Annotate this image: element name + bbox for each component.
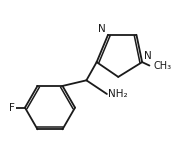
Text: CH₃: CH₃ (154, 61, 172, 71)
Text: N: N (144, 51, 152, 61)
Text: F: F (9, 103, 15, 113)
Text: N: N (98, 24, 106, 34)
Text: NH₂: NH₂ (108, 89, 128, 99)
